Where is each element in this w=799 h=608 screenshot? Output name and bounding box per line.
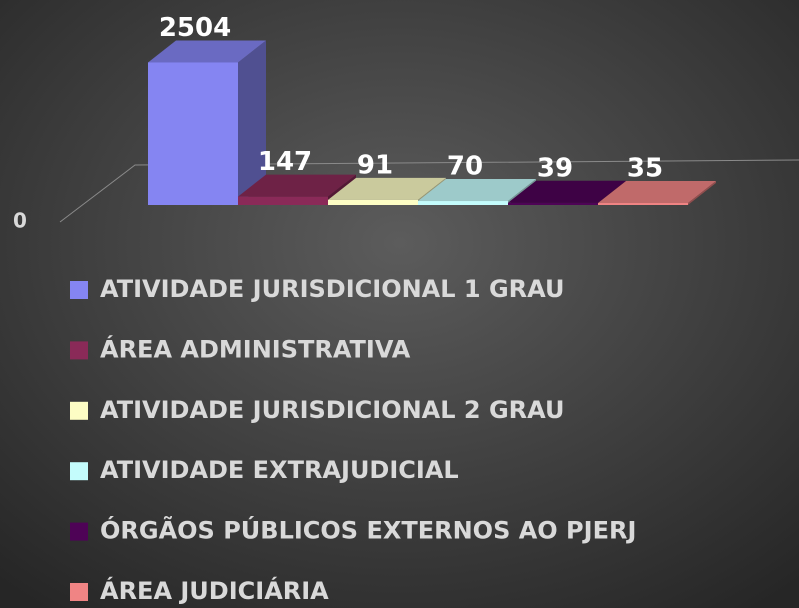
bar: [508, 202, 598, 205]
legend-label: ÁREA JUDICIÁRIA: [100, 576, 329, 605]
legend-swatch: [70, 401, 88, 420]
bar-top: [598, 181, 716, 204]
bar-top: [418, 179, 536, 202]
bar: [418, 201, 508, 205]
bar: [328, 199, 418, 205]
data-label: 91: [357, 150, 393, 180]
legend-swatch: [70, 583, 88, 601]
legend-label: ÓRGÃOS PÚBLICOS EXTERNOS AO PJERJ: [100, 515, 636, 545]
legend-swatch: [70, 462, 88, 481]
data-label: 70: [447, 152, 483, 182]
bar: [148, 62, 238, 205]
bar: [238, 196, 328, 205]
legend-label: ATIVIDADE EXTRAJUDICIAL: [100, 456, 459, 484]
bar-top: [148, 40, 266, 63]
floor-outline: [59, 159, 799, 223]
data-label: 35: [627, 154, 663, 184]
data-label: 147: [258, 147, 312, 177]
bar-side: [238, 40, 266, 205]
legend-swatch: [70, 281, 88, 299]
bar-top: [238, 174, 356, 197]
data-label: 2504: [159, 13, 231, 43]
bar: [598, 203, 688, 205]
bar-top: [508, 180, 626, 203]
y-tick-label: 0: [13, 209, 27, 233]
bar-top: [328, 177, 446, 200]
bar-side: [688, 181, 716, 205]
data-label: 39: [537, 153, 573, 183]
legend-label: ATIVIDADE JURISDICIONAL 2 GRAU: [100, 396, 564, 424]
legend-swatch: [70, 341, 88, 360]
legend-label: ÁREA ADMINISTRATIVA: [100, 334, 411, 363]
legend-swatch: [70, 522, 88, 541]
legend-label: ATIVIDADE JURISDICIONAL 1 GRAU: [100, 275, 564, 303]
